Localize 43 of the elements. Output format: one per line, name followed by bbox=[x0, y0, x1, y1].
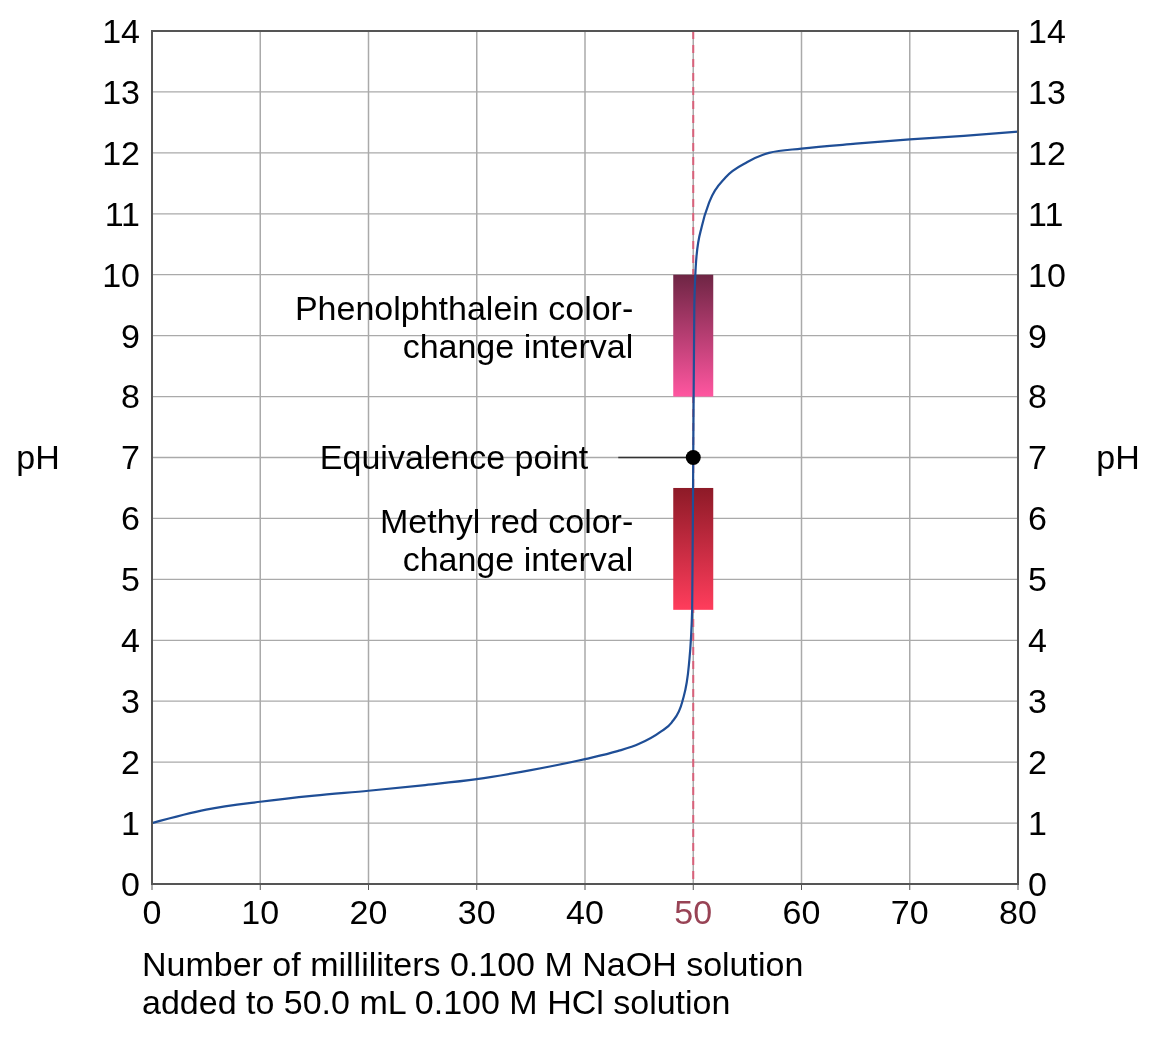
y-tick-label: 9 bbox=[121, 316, 140, 355]
y2-tick-label: 1 bbox=[1028, 803, 1047, 842]
x-tick-label: 60 bbox=[782, 893, 821, 931]
y-tick-label: 3 bbox=[121, 682, 140, 721]
y2-tick-label: 9 bbox=[1028, 316, 1047, 355]
y-tick-label: 5 bbox=[121, 560, 140, 599]
y-tick-label: 8 bbox=[121, 377, 140, 416]
y-tick-label: 1 bbox=[121, 803, 140, 842]
y2-tick-label: 3 bbox=[1028, 682, 1047, 721]
line-series bbox=[150, 130, 1020, 825]
y2-tick-label: 4 bbox=[1028, 621, 1047, 660]
y2-tick-label: 13 bbox=[1028, 72, 1066, 111]
y-tick-label: 13 bbox=[102, 72, 140, 111]
y2-axis-title: pH bbox=[1096, 438, 1140, 477]
y-tick-label: 7 bbox=[121, 438, 140, 477]
y2-tick-label: 2 bbox=[1028, 743, 1047, 782]
y2-tick-label: 12 bbox=[1028, 133, 1066, 172]
y2-tick-label: 6 bbox=[1028, 499, 1047, 538]
y-axis-title: pH bbox=[16, 438, 60, 477]
x-tick-label: 10 bbox=[241, 893, 280, 931]
y-tick-label: 0 bbox=[121, 864, 140, 903]
y-tick-label: 11 bbox=[104, 194, 140, 233]
x-tick-label: 40 bbox=[566, 893, 604, 931]
x-tick-label: 50 bbox=[674, 893, 713, 931]
y2-tick-label: 8 bbox=[1028, 377, 1047, 416]
y-tick-label: 2 bbox=[121, 743, 140, 782]
annotation: Equivalence point bbox=[319, 438, 589, 477]
y2-tick-label: 11 bbox=[1028, 194, 1064, 233]
x-axis-title: Number of milliliters 0.100 M NaOH solution added to 50.0 mL 0.100 M HCl solution bbox=[142, 945, 804, 1021]
y-tick-label: 6 bbox=[121, 499, 140, 538]
y-tick-label: 4 bbox=[121, 621, 140, 660]
band-label: Methyl red color-change interval bbox=[380, 501, 634, 578]
y-tick-label: 12 bbox=[102, 133, 140, 172]
x-tick-label: 70 bbox=[890, 893, 929, 931]
y-tick-label: 10 bbox=[102, 255, 140, 294]
x-tick-label: 30 bbox=[457, 893, 496, 931]
y2-tick-label: 14 bbox=[1028, 11, 1066, 50]
y2-tick-label: 5 bbox=[1028, 560, 1047, 599]
y2-tick-label: 10 bbox=[1028, 255, 1066, 294]
x-tick-label: 20 bbox=[349, 893, 388, 931]
y-tick-label: 14 bbox=[102, 11, 140, 50]
band-label: Phenolphthalein color-change interval bbox=[294, 288, 634, 365]
y2-tick-label: 7 bbox=[1028, 438, 1047, 477]
